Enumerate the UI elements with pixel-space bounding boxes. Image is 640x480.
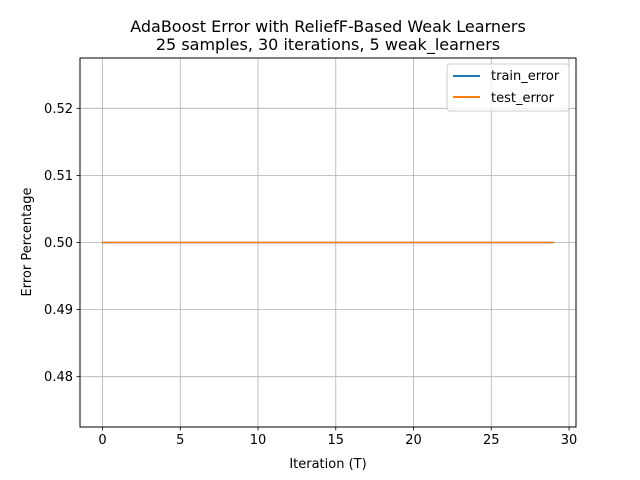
y-tick-label: 0.49: [44, 303, 73, 318]
x-tick-label: 20: [405, 433, 422, 448]
x-axis-label: Iteration (T): [289, 457, 366, 472]
y-axis-label: Error Percentage: [20, 188, 35, 297]
y-axis-ticks: 0.48 0.49 0.50 0.51 0.52: [44, 102, 80, 385]
x-tick-label: 0: [98, 433, 106, 448]
x-tick-label: 25: [483, 433, 500, 448]
legend-label-test-error: test_error: [491, 91, 555, 106]
x-tick-label: 30: [561, 433, 578, 448]
legend-label-train-error: train_error: [491, 69, 560, 84]
chart-title-line-1: AdaBoost Error with ReliefF-Based Weak L…: [130, 17, 526, 36]
x-axis-ticks: 0 5 10 15 20 25 30: [98, 427, 577, 448]
x-tick-label: 5: [176, 433, 184, 448]
legend: train_error test_error: [446, 63, 570, 112]
chart-title-line-2: 25 samples, 30 iterations, 5 weak_learne…: [156, 35, 500, 55]
y-tick-label: 0.50: [44, 236, 73, 251]
x-tick-label: 15: [328, 433, 345, 448]
x-tick-label: 10: [250, 433, 267, 448]
y-tick-label: 0.51: [44, 169, 73, 184]
y-tick-label: 0.52: [44, 102, 73, 117]
y-tick-label: 0.48: [44, 370, 73, 385]
